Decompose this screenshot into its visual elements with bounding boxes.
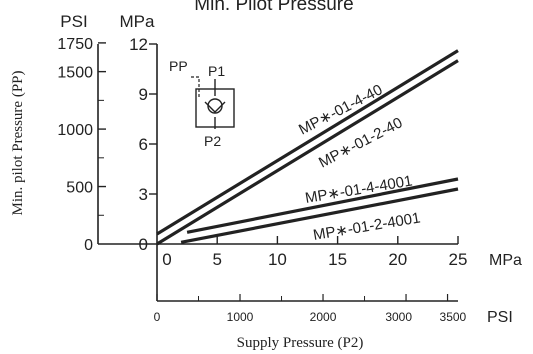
valve-symbol-inset: PP P1 P2 — [169, 58, 235, 149]
x-tick-label-psi: 3000 — [385, 310, 412, 324]
y-tick-label-mpa: 6 — [139, 135, 148, 154]
series-line — [180, 187, 459, 244]
y-tick-label-mpa: 3 — [139, 185, 148, 204]
x-tick-label-psi: 1000 — [227, 310, 254, 324]
series-line — [156, 59, 459, 246]
x-tick-label-mpa: 10 — [268, 250, 287, 269]
series-lines — [156, 49, 459, 246]
x-tick-label-mpa: 25 — [449, 250, 468, 269]
y-tick-label-mpa: 0 — [139, 235, 148, 254]
x-tick-label-psi: 2000 — [310, 310, 337, 324]
symbol-label-p2: P2 — [204, 133, 221, 149]
y-tick-label-psi: 0 — [84, 237, 93, 254]
x-tick-label-mpa: 20 — [388, 250, 407, 269]
check-ball-icon — [207, 98, 223, 114]
y-tick-label-psi: 1000 — [57, 122, 93, 139]
symbol-label-pp: PP — [169, 58, 188, 74]
x-axis-label: Supply Pressure (P2) — [237, 335, 364, 351]
check-seat-icon — [204, 101, 226, 113]
y-tick-label-mpa: 9 — [139, 85, 148, 104]
x-unit-mpa: MPa — [489, 252, 522, 269]
chart-title: Min. Pilot Pressure — [194, 0, 353, 15]
pilot-line — [191, 76, 200, 97]
x-tick-label-mpa: 15 — [328, 250, 347, 269]
y-axis-label: Min. pilot Pressure (PP) — [10, 70, 26, 215]
y-tick-label-psi: 1500 — [57, 65, 93, 82]
y-tick-label-psi: 1750 — [57, 36, 93, 53]
series-line — [186, 177, 459, 234]
x-tick-label-mpa: 5 — [212, 250, 221, 269]
x-unit-psi: PSI — [487, 309, 513, 326]
y-unit-psi: PSI — [60, 12, 87, 31]
axis-ticks — [98, 42, 459, 301]
series-labels: MP∗-01-4-40MP∗-01-2-40MP∗-01-4-4001MP∗-0… — [296, 81, 422, 244]
axis-tick-labels: 0 5 10 15 20 25 0 1000 2000 3000 3500 0 3 6 9 12 0 500 100… — [57, 35, 467, 324]
x-tick-label-psi: 0 — [154, 310, 161, 324]
x-tick-label-psi: 3500 — [440, 310, 467, 324]
y-tick-label-psi: 500 — [66, 180, 93, 197]
y-unit-mpa: MPa — [120, 12, 156, 31]
y-tick-label-mpa: 12 — [129, 35, 148, 54]
series-line — [156, 49, 459, 236]
x-tick-label-mpa: 0 — [162, 250, 171, 269]
symbol-label-p1: P1 — [208, 63, 225, 79]
